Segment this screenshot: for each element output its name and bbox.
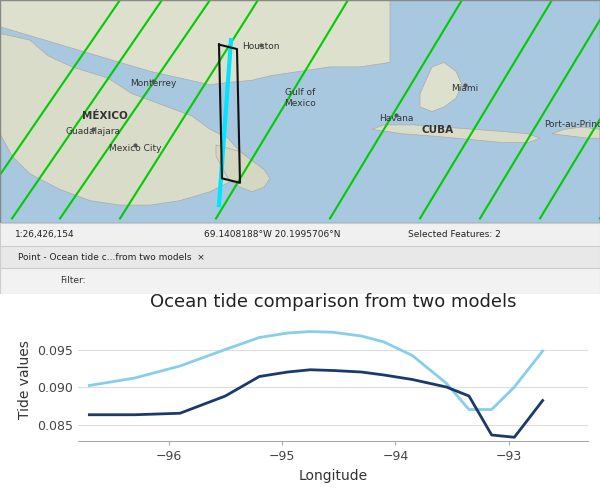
Polygon shape	[0, 33, 252, 205]
Text: CUBA: CUBA	[422, 125, 454, 135]
Y-axis label: Tide values: Tide values	[17, 340, 32, 419]
Text: Port-au-Princ: Port-au-Princ	[544, 121, 600, 129]
Polygon shape	[216, 145, 270, 192]
Polygon shape	[0, 0, 390, 85]
Polygon shape	[552, 127, 600, 138]
Polygon shape	[420, 62, 462, 112]
Text: Point - Ocean tide c...from two models  ×: Point - Ocean tide c...from two models ×	[18, 253, 205, 262]
Text: Houston: Houston	[242, 42, 280, 51]
Text: Miami: Miami	[451, 84, 479, 93]
Title: Ocean tide comparison from two models: Ocean tide comparison from two models	[150, 293, 516, 311]
Text: Havana: Havana	[379, 114, 413, 122]
Text: 69.1408188°W 20.1995706°N: 69.1408188°W 20.1995706°N	[204, 230, 341, 239]
Text: Gulf of
Mexico: Gulf of Mexico	[284, 88, 316, 108]
Polygon shape	[372, 125, 540, 143]
Text: Guadalajara: Guadalajara	[65, 127, 121, 136]
Text: Mexico City: Mexico City	[109, 144, 161, 153]
Text: Monterrey: Monterrey	[130, 79, 176, 88]
Text: 1:26,426,154: 1:26,426,154	[15, 230, 74, 239]
Text: Selected Features: 2: Selected Features: 2	[408, 230, 501, 239]
X-axis label: Longitude: Longitude	[298, 468, 368, 483]
Text: MÉXICO: MÉXICO	[82, 111, 128, 121]
Text: Filter:: Filter:	[60, 276, 86, 285]
